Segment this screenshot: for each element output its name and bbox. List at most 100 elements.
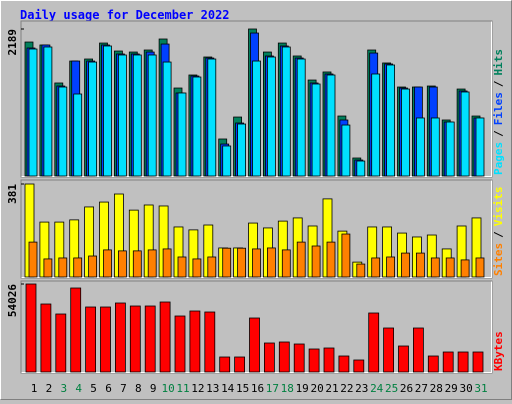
bar (460, 91, 470, 177)
bar (88, 255, 97, 278)
bar (356, 160, 366, 177)
bar (162, 61, 172, 177)
bar (296, 58, 306, 177)
bar (472, 351, 484, 373)
bar (412, 327, 424, 373)
x-tick-label: 21 (325, 382, 338, 395)
bar (73, 93, 83, 177)
bar (323, 347, 335, 373)
x-tick-label: 22 (340, 382, 353, 395)
x-tick-label: 27 (415, 382, 428, 395)
bar (192, 76, 202, 177)
bar (174, 315, 186, 373)
bar (147, 54, 157, 177)
bar (28, 241, 38, 278)
bar (371, 73, 381, 177)
bar (430, 257, 440, 278)
y-tick-label: 2189 (6, 29, 19, 56)
bar (132, 250, 142, 278)
x-tick-label: 14 (221, 382, 235, 395)
bar (427, 355, 439, 373)
x-tick-label: 24 (370, 382, 384, 395)
bar (219, 356, 231, 373)
bar (132, 54, 142, 177)
bar (237, 123, 247, 177)
bar (237, 247, 247, 278)
panel-bevel (21, 21, 492, 177)
bar (356, 263, 366, 278)
chart-title: Daily usage for December 2022 (20, 8, 230, 22)
bar (445, 257, 455, 278)
bar (386, 64, 396, 177)
panel-bevel (21, 180, 492, 278)
bar (70, 287, 82, 373)
x-tick-label: 23 (355, 382, 368, 395)
x-tick-label: 6 (105, 382, 112, 395)
x-tick-label: 1 (31, 382, 38, 395)
x-tick-label: 3 (60, 382, 67, 395)
x-tick-label: 11 (176, 382, 189, 395)
x-tick-label: 7 (120, 382, 127, 395)
bar (43, 258, 53, 278)
bar (460, 259, 470, 278)
bar (222, 145, 232, 177)
x-tick-label: 9 (150, 382, 157, 395)
bar (326, 241, 336, 278)
x-tick-label: 13 (206, 382, 219, 395)
bar (475, 117, 485, 177)
bar (475, 257, 485, 278)
legend: Sites / Visits (492, 187, 505, 277)
x-tick-label: 20 (310, 382, 323, 395)
bar (162, 248, 172, 278)
bar (338, 355, 350, 373)
bar (192, 258, 202, 278)
x-tick-label: 30 (459, 382, 472, 395)
bar (386, 256, 396, 278)
x-tick-label: 26 (400, 382, 413, 395)
bar (207, 58, 217, 177)
x-tick-label: 5 (90, 382, 97, 395)
bar (266, 56, 276, 177)
bar (371, 257, 381, 278)
x-tick-label: 12 (191, 382, 204, 395)
bar (144, 305, 156, 373)
y-tick-label: 381 (6, 184, 19, 204)
bar (296, 241, 306, 278)
bar (401, 252, 410, 278)
bar (252, 60, 261, 177)
y-tick-label: 54026 (6, 284, 19, 317)
bar (234, 356, 246, 373)
panel-bevel (21, 281, 492, 373)
x-tick-label: 19 (296, 382, 309, 395)
legend-separator: / (492, 80, 505, 87)
legend-entry: Hits (492, 49, 505, 76)
bar (58, 257, 68, 278)
legend-entry: Sites (492, 243, 505, 276)
bar (55, 313, 67, 373)
bar (401, 88, 410, 177)
bar (28, 48, 38, 177)
legend-separator: / (492, 130, 505, 137)
bar (189, 310, 201, 373)
bar (103, 249, 112, 278)
bar (445, 121, 455, 177)
bar (278, 341, 290, 373)
bar (442, 351, 454, 373)
x-tick-label: 2 (46, 382, 53, 395)
x-tick-label: 10 (161, 382, 174, 395)
bar (204, 311, 216, 373)
legend: KBytes (492, 331, 505, 371)
bar (415, 117, 425, 177)
x-tick-label: 15 (236, 382, 249, 395)
legend-separator: / (492, 231, 505, 238)
bar (129, 305, 141, 373)
bar (368, 312, 380, 373)
bar (100, 306, 111, 373)
bar (341, 233, 351, 278)
x-tick-label: 8 (135, 382, 142, 395)
bar (147, 249, 157, 278)
bar (281, 249, 291, 278)
bar (177, 256, 187, 278)
